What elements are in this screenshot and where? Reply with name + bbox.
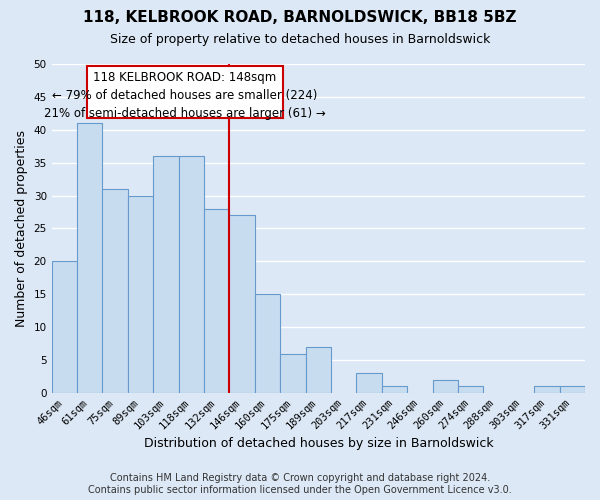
Text: 21% of semi-detached houses are larger (61) →: 21% of semi-detached houses are larger (… [44, 107, 326, 120]
Bar [433, 380, 458, 393]
FancyBboxPatch shape [87, 66, 283, 118]
Bar [179, 156, 204, 393]
Bar [255, 294, 280, 393]
Bar [153, 156, 179, 393]
Bar [128, 196, 153, 393]
Text: Contains HM Land Registry data © Crown copyright and database right 2024.
Contai: Contains HM Land Registry data © Crown c… [88, 474, 512, 495]
Bar [280, 354, 305, 393]
Bar [382, 386, 407, 393]
Y-axis label: Number of detached properties: Number of detached properties [15, 130, 28, 327]
Bar [305, 347, 331, 393]
Bar [52, 262, 77, 393]
Bar [560, 386, 585, 393]
Bar [204, 209, 229, 393]
Bar [458, 386, 484, 393]
Text: 118 KELBROOK ROAD: 148sqm: 118 KELBROOK ROAD: 148sqm [94, 70, 277, 84]
X-axis label: Distribution of detached houses by size in Barnoldswick: Distribution of detached houses by size … [143, 437, 493, 450]
Text: 118, KELBROOK ROAD, BARNOLDSWICK, BB18 5BZ: 118, KELBROOK ROAD, BARNOLDSWICK, BB18 5… [83, 10, 517, 25]
Bar [103, 189, 128, 393]
Bar [229, 216, 255, 393]
Bar [77, 123, 103, 393]
Text: ← 79% of detached houses are smaller (224): ← 79% of detached houses are smaller (22… [52, 88, 317, 102]
Text: Size of property relative to detached houses in Barnoldswick: Size of property relative to detached ho… [110, 32, 490, 46]
Bar [534, 386, 560, 393]
Bar [356, 374, 382, 393]
